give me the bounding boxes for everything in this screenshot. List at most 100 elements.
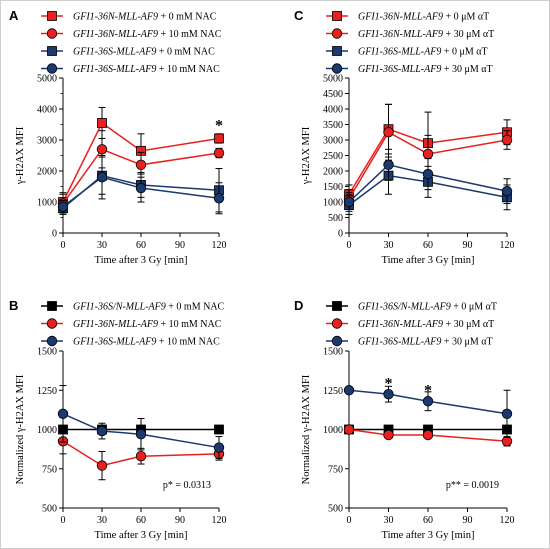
series-line <box>62 121 220 203</box>
legend-marker <box>332 301 342 311</box>
data-point <box>501 436 513 447</box>
legend-series-name: GFI1-36N-MLL-AF9 <box>73 319 158 330</box>
legend-marker <box>331 28 343 39</box>
x-axis-label: Time after 3 Gy [min] <box>382 530 475 541</box>
legend-treatment: + 30 μM αT <box>443 319 494 330</box>
data-point <box>383 159 394 171</box>
data-point <box>213 193 225 204</box>
legend-treatment: + 10 mM NAC <box>156 64 220 75</box>
legend-series-name: GFI1-36N-MLL-AF9 <box>73 29 158 40</box>
data-point <box>135 159 147 171</box>
legend-treatment: + 0 μM αT <box>441 47 487 58</box>
legend-treatment: + 0 mM NAC <box>166 302 225 313</box>
x-tick-label: 120 <box>500 515 515 526</box>
y-tick-label: 0 <box>338 229 343 240</box>
legend-marker <box>46 318 58 329</box>
y-tick-label: 1000 <box>323 198 343 209</box>
y-tick-label: 500 <box>328 213 343 224</box>
data-point <box>383 388 394 400</box>
legend-label: GFI1-36S-MLL-AF9 + 30 μM αT <box>358 337 493 348</box>
data-point <box>135 429 147 440</box>
legend-series-name: GFI1-36S-MLL-AF9 <box>358 47 441 58</box>
data-point <box>96 144 108 155</box>
x-tick-label: 120 <box>500 240 515 251</box>
legend-series-name: GFI1-36S/N-MLL-AF9 <box>358 302 451 313</box>
y-tick-label: 2000 <box>323 167 343 178</box>
x-tick-label: 30 <box>384 515 394 526</box>
y-axis-label: γ-H2AX MFI <box>301 126 312 185</box>
legend-label: GFI1-36N-MLL-AF9 + 10 mM NAC <box>73 29 222 40</box>
legend-label: GFI1-36N-MLL-AF9 + 0 mM NAC <box>73 12 217 23</box>
series-3 <box>57 385 225 460</box>
series-line <box>348 131 508 200</box>
y-axis-label: Normalized γ-H2AX MFI <box>301 374 312 484</box>
legend-treatment: + 30 μM αT <box>441 64 492 75</box>
panel-label: B <box>9 298 18 313</box>
data-point <box>135 450 147 462</box>
data-point <box>57 408 69 420</box>
data-point <box>135 182 147 194</box>
x-tick-label: 90 <box>463 240 473 251</box>
legend-marker <box>332 46 342 56</box>
data-point <box>422 429 434 441</box>
x-tick-label: 60 <box>136 515 146 526</box>
series-line <box>348 163 508 203</box>
legend-marker <box>46 335 58 347</box>
significance-star: * <box>385 375 393 392</box>
series-4 <box>57 155 225 215</box>
panel-a: A GFI1-36N-MLL-AF9 + 0 mM NACGFI1-36N-MLL… <box>9 8 227 266</box>
legend-marker <box>47 301 57 311</box>
x-axis-label: Time after 3 Gy [min] <box>382 255 475 266</box>
y-tick-label: 500 <box>42 504 57 515</box>
legend-series-name: GFI1-36S/N-MLL-AF9 <box>73 302 166 313</box>
x-tick-label: 30 <box>384 240 394 251</box>
legend-marker <box>331 335 343 347</box>
legend-treatment: + 30 μM αT <box>441 337 492 348</box>
legend-series-name: GFI1-36N-MLL-AF9 <box>358 12 443 23</box>
legend-label: GFI1-36S-MLL-AF9 + 30 μM αT <box>358 64 493 75</box>
data-point <box>422 148 434 160</box>
data-point <box>343 424 355 435</box>
p-value: p** = 0.0019 <box>446 480 499 491</box>
data-point <box>214 424 224 435</box>
y-tick-label: 500 <box>328 504 343 515</box>
y-tick-label: 1250 <box>323 386 343 397</box>
legend-marker <box>46 28 58 39</box>
series-4 <box>343 148 513 212</box>
y-tick-label: 750 <box>328 464 343 475</box>
panel-d: D GFI1-36S/N-MLL-AF9 + 0 μM αT GFI1-36N-ML… <box>294 298 515 541</box>
y-tick-label: 4500 <box>323 89 343 100</box>
x-tick-label: 0 <box>347 515 352 526</box>
x-tick-label: 120 <box>212 515 227 526</box>
panel-label: D <box>294 298 303 313</box>
data-point <box>343 196 355 208</box>
legend-label: GFI1-36N-MLL-AF9 + 10 mM NAC <box>73 319 222 330</box>
data-point <box>213 442 225 453</box>
x-tick-label: 60 <box>423 515 433 526</box>
legend-series-name: GFI1-36N-MLL-AF9 <box>73 12 158 23</box>
legend-label: GFI1-36N-MLL-AF9 + 0 μM αT <box>358 12 489 23</box>
x-tick-label: 90 <box>463 515 473 526</box>
data-point <box>213 147 225 159</box>
data-point <box>422 168 434 180</box>
legend-marker <box>332 11 342 21</box>
legend-marker <box>47 46 57 56</box>
series-line <box>348 174 508 206</box>
panel-c: C GFI1-36N-MLL-AF9 + 0 μM αTGFI1-36N-MLL-… <box>294 8 515 266</box>
x-tick-label: 0 <box>61 515 66 526</box>
y-tick-label: 1250 <box>37 386 57 397</box>
series-line <box>348 428 508 443</box>
data-point <box>96 460 108 471</box>
legend-series-name: GFI1-36S-MLL-AF9 <box>73 337 156 348</box>
series-line <box>62 440 220 467</box>
y-tick-label: 3500 <box>323 120 343 131</box>
legend-label: GFI1-36N-MLL-AF9 + 30 μM αT <box>358 29 494 40</box>
series-line <box>348 128 508 195</box>
legend-label: GFI1-36S/N-MLL-AF9 + 0 mM NAC <box>73 302 225 313</box>
x-axis-label: Time after 3 Gy [min] <box>95 255 188 266</box>
y-tick-label: 1500 <box>37 347 57 358</box>
x-tick-label: 60 <box>423 240 433 251</box>
legend-series-name: GFI1-36N-MLL-AF9 <box>358 319 443 330</box>
x-axis-label: Time after 3 Gy [min] <box>95 530 188 541</box>
